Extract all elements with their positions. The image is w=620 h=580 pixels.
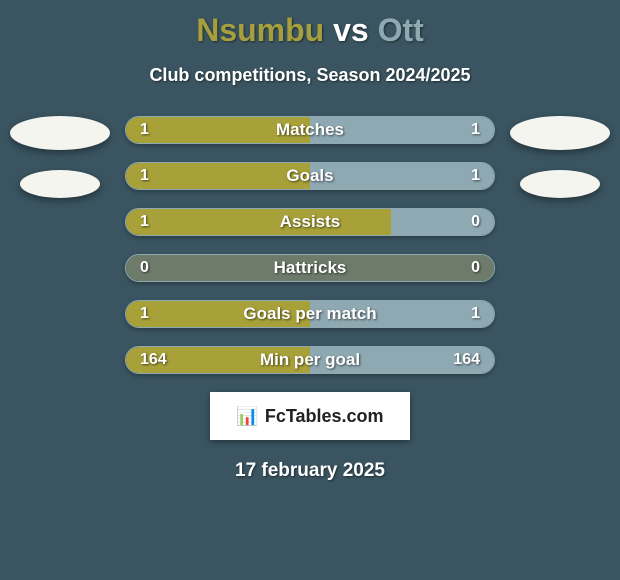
stat-value-right: 164 (453, 351, 480, 369)
stat-value-right: 0 (471, 259, 480, 277)
stats-area: 1 1 Matches 1 1 Goals 1 0 Assists 0 0 Hattricks 1 1 Go… (0, 116, 620, 374)
stat-label: Min per goal (260, 350, 360, 370)
chart-icon: 📊 (236, 406, 258, 427)
stat-value-left: 164 (140, 351, 167, 369)
stat-rows: 1 1 Matches 1 1 Goals 1 0 Assists 0 0 Hattricks 1 1 Go… (125, 116, 495, 374)
date-text: 17 february 2025 (0, 460, 620, 482)
avatar-right-primary (510, 116, 610, 150)
subtitle: Club competitions, Season 2024/2025 (0, 65, 620, 86)
title-vs: vs (333, 12, 369, 48)
stat-label: Hattricks (274, 258, 347, 278)
avatar-right-secondary (520, 170, 600, 198)
page-title: Nsumbu vs Ott (0, 0, 620, 49)
stat-row: 1 1 Goals per match (125, 300, 495, 328)
title-right-player: Ott (378, 12, 424, 48)
stat-value-left: 1 (140, 167, 149, 185)
stat-value-left: 1 (140, 121, 149, 139)
stat-label: Assists (280, 212, 340, 232)
stat-label: Goals per match (243, 304, 376, 324)
branding-box[interactable]: 📊 FcTables.com (210, 392, 410, 440)
avatar-left-primary (10, 116, 110, 150)
stat-fill-left (126, 209, 391, 235)
stat-label: Goals (286, 166, 333, 186)
stat-fill-right (310, 163, 494, 189)
avatar-left-secondary (20, 170, 100, 198)
stat-value-right: 1 (471, 121, 480, 139)
stat-row: 1 1 Matches (125, 116, 495, 144)
stat-row: 1 0 Assists (125, 208, 495, 236)
title-left-player: Nsumbu (196, 12, 324, 48)
stat-value-left: 1 (140, 213, 149, 231)
stat-row: 0 0 Hattricks (125, 254, 495, 282)
stat-row: 1 1 Goals (125, 162, 495, 190)
stat-value-left: 1 (140, 305, 149, 323)
stat-fill-left (126, 163, 310, 189)
stat-value-right: 0 (471, 213, 480, 231)
branding-text: FcTables.com (265, 406, 384, 427)
stat-label: Matches (276, 120, 344, 140)
stat-value-left: 0 (140, 259, 149, 277)
comparison-container: Nsumbu vs Ott Club competitions, Season … (0, 0, 620, 580)
stat-row: 164 164 Min per goal (125, 346, 495, 374)
stat-value-right: 1 (471, 305, 480, 323)
stat-value-right: 1 (471, 167, 480, 185)
